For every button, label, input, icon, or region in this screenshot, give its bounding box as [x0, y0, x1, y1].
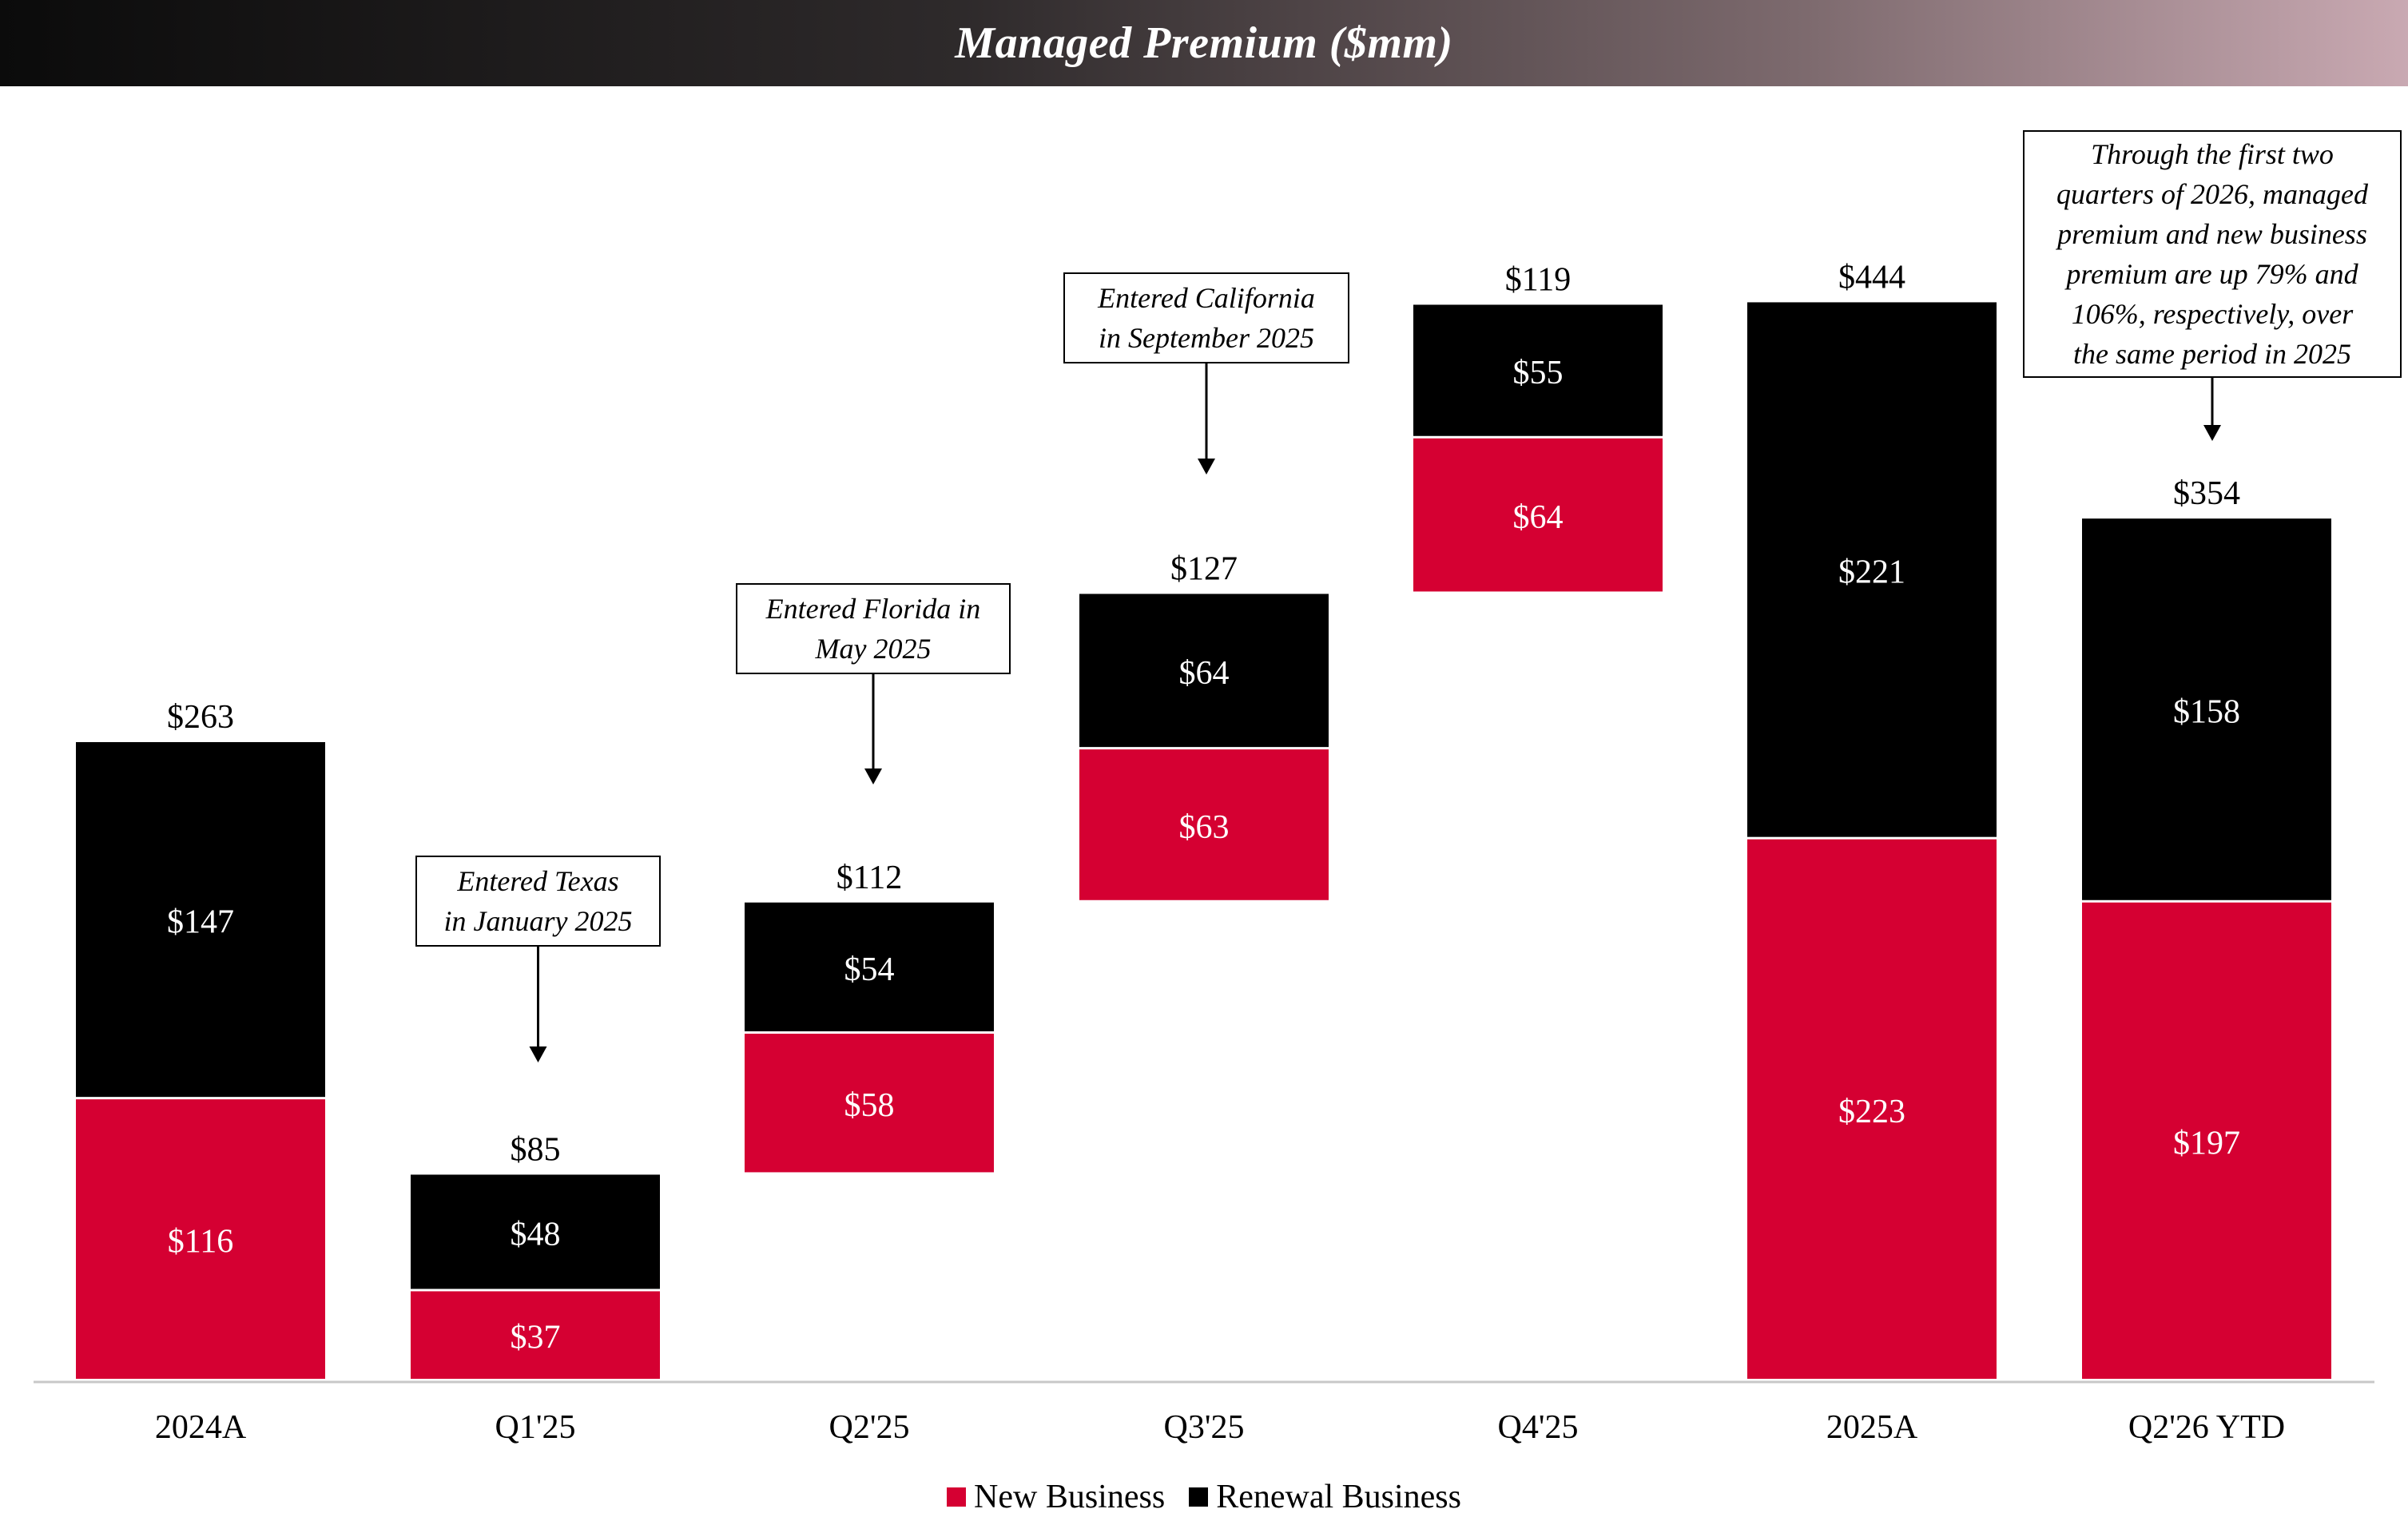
annotation-line: quarters of 2026, managed: [2056, 178, 2368, 210]
annotation-line: in January 2025: [443, 905, 633, 937]
annotation-line: 106%, respectively, over: [2071, 298, 2354, 330]
data-label-renewal-business: $147: [167, 904, 234, 941]
bar-new-business: [1747, 839, 1997, 1379]
x-tick-label: Q2'25: [829, 1409, 910, 1446]
bar-new-business: [2082, 902, 2331, 1379]
arrow-head-icon: [2203, 425, 2221, 441]
arrow-head-icon: [864, 768, 882, 784]
annotation-line: Entered California: [1098, 282, 1315, 314]
bar-renewal-business: [745, 902, 994, 1032]
bar-renewal-business: [1747, 302, 1997, 837]
total-label: $85: [511, 1131, 561, 1168]
x-tick-label: Q4'25: [1498, 1409, 1579, 1446]
total-label: $119: [1505, 261, 1571, 298]
data-label-renewal-business: $54: [844, 951, 895, 988]
bar-new-business: [1079, 749, 1329, 900]
annotation-line: in September 2025: [1099, 322, 1314, 354]
data-label-renewal-business: $55: [1513, 355, 1564, 391]
bar-new-business: [745, 1034, 994, 1173]
x-tick-label: Q1'25: [495, 1409, 576, 1446]
data-label-new-business: $58: [844, 1087, 895, 1124]
chart-title: Managed Premium ($mm): [955, 18, 1453, 68]
total-label: $444: [1838, 259, 1905, 296]
data-label-renewal-business: $48: [511, 1216, 561, 1253]
annotation-line: May 2025: [815, 633, 932, 665]
x-tick-label: 2025A: [1826, 1409, 1918, 1446]
legend-swatch-renewal-business: [1189, 1487, 1209, 1507]
annotation-line: premium and new business: [2057, 218, 2367, 250]
stacked-bar-chart: $116 $147 $263 2024A $37 $48 $85 Q1'25 $58 $54 $11…: [34, 259, 2374, 1446]
data-label-renewal-business: $158: [2173, 693, 2240, 730]
chart-header: Managed Premium ($mm): [0, 0, 2408, 86]
bar-new-business: [76, 1099, 325, 1379]
annotation-callout: Through the first two quarters of 2026, m…: [2023, 130, 2402, 378]
annotation-callout: Entered Florida in May 2025: [736, 583, 1011, 674]
bar-renewal-business: [411, 1174, 660, 1289]
annotation-callout: Entered Texas in January 2025: [415, 856, 661, 947]
bar-renewal-business: [76, 742, 325, 1098]
bar-new-business: [1413, 438, 1663, 592]
legend-label-new-business: New Business: [974, 1479, 1166, 1515]
annotation-line: Entered Texas: [457, 865, 619, 897]
data-label-new-business: $63: [1179, 809, 1230, 846]
arrow-head-icon: [1198, 459, 1215, 475]
arrow-head-icon: [529, 1046, 547, 1062]
annotation-line: Entered Florida in: [765, 593, 981, 625]
bar-renewal-business: [2082, 518, 2331, 900]
x-tick-label: Q3'25: [1164, 1409, 1245, 1446]
total-label: $354: [2173, 475, 2240, 512]
data-label-new-business: $197: [2173, 1125, 2240, 1162]
legend-item-new-business: New Business: [947, 1478, 1165, 1516]
data-label-renewal-business: $221: [1838, 554, 1905, 591]
legend: New Business Renewal Business: [0, 1478, 2408, 1516]
annotation-line: premium are up 79% and: [2066, 258, 2358, 290]
annotation-line: Through the first two: [2091, 138, 2334, 170]
x-tick-label: Q2'26 YTD: [2128, 1409, 2285, 1446]
data-label-new-business: $37: [511, 1320, 561, 1356]
data-label-renewal-business: $64: [1179, 655, 1230, 692]
data-label-new-business: $116: [168, 1224, 233, 1261]
legend-swatch-new-business: [947, 1487, 967, 1507]
total-label: $112: [836, 860, 902, 896]
total-label: $263: [167, 699, 234, 736]
annotation-callout: Entered California in September 2025: [1063, 272, 1349, 363]
x-tick-label: 2024A: [155, 1409, 247, 1446]
bar-renewal-business: [1413, 304, 1663, 436]
annotation-line: the same period in 2025: [2073, 338, 2351, 370]
legend-item-renewal-business: Renewal Business: [1189, 1478, 1461, 1516]
data-label-new-business: $223: [1838, 1094, 1905, 1130]
data-label-new-business: $64: [1513, 499, 1564, 536]
bar-renewal-business: [1079, 594, 1329, 748]
total-label: $127: [1170, 550, 1238, 587]
bar-new-business: [411, 1291, 660, 1379]
legend-label-renewal-business: Renewal Business: [1216, 1479, 1461, 1515]
